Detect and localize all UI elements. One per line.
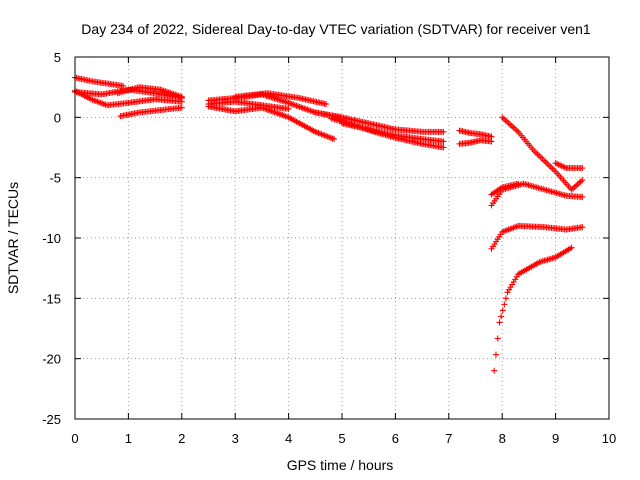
y-tick-label: 0 xyxy=(54,110,61,125)
series-track-14 xyxy=(456,137,495,147)
data-point xyxy=(440,144,447,151)
x-tick-label: 6 xyxy=(392,431,399,446)
series-track-20 xyxy=(491,244,575,374)
series-track-4 xyxy=(114,84,185,100)
y-tick-label: -20 xyxy=(42,352,61,367)
series-track-12 xyxy=(339,120,447,145)
data-point xyxy=(491,367,498,374)
x-tick-label: 3 xyxy=(232,431,239,446)
x-tick-label: 0 xyxy=(71,431,78,446)
data-point xyxy=(440,138,447,145)
tick-labels-layer: 0 1 2 3 4 5 6 7 8 9 10 5 0 -5 -10 -15 -20 -25 xyxy=(42,50,616,446)
points-layer xyxy=(72,74,586,374)
data-point xyxy=(499,307,506,314)
data-point xyxy=(579,193,586,200)
x-tick-label: 4 xyxy=(285,431,292,446)
series-track-18 xyxy=(488,180,522,198)
data-point xyxy=(494,335,501,342)
data-point xyxy=(568,244,575,251)
series-track-16 xyxy=(552,160,586,172)
series-track-13 xyxy=(456,127,495,140)
data-point xyxy=(496,319,503,326)
data-point xyxy=(502,295,509,302)
y-tick-label: -5 xyxy=(49,171,61,186)
ticks-layer xyxy=(74,56,610,420)
data-point xyxy=(330,136,337,143)
x-tick-label: 2 xyxy=(178,431,185,446)
series-track-19 xyxy=(488,222,586,252)
data-point xyxy=(488,138,495,145)
y-tick-label: -10 xyxy=(42,231,61,246)
x-tick-label: 5 xyxy=(338,431,345,446)
y-tick-label: 5 xyxy=(54,50,61,65)
data-point xyxy=(178,104,185,111)
x-tick-label: 8 xyxy=(499,431,506,446)
data-point xyxy=(440,128,447,135)
data-point xyxy=(285,105,292,112)
data-point xyxy=(579,224,586,231)
series-track-5 xyxy=(117,104,185,120)
chart-title: Day 234 of 2022, Sidereal Day-to-day VTE… xyxy=(81,21,591,37)
x-tick-label: 1 xyxy=(125,431,132,446)
data-point xyxy=(579,177,586,184)
y-tick-label: -15 xyxy=(42,291,61,306)
data-point xyxy=(579,165,586,172)
data-point xyxy=(501,301,508,308)
series-track-15 xyxy=(499,114,586,193)
data-point xyxy=(178,93,185,100)
data-point xyxy=(120,82,127,89)
y-axis-title: SDTVAR / TECUs xyxy=(5,182,21,294)
y-tick-label: -25 xyxy=(42,412,61,427)
series-track-9 xyxy=(232,90,329,108)
series-track-8 xyxy=(205,98,292,112)
data-point xyxy=(498,313,505,320)
x-tick-label: 9 xyxy=(552,431,559,446)
x-axis-title: GPS time / hours xyxy=(287,457,394,473)
data-point xyxy=(322,101,329,108)
x-tick-label: 10 xyxy=(602,431,616,446)
x-tick-label: 7 xyxy=(445,431,452,446)
data-point xyxy=(492,351,499,358)
data-point xyxy=(515,180,522,187)
